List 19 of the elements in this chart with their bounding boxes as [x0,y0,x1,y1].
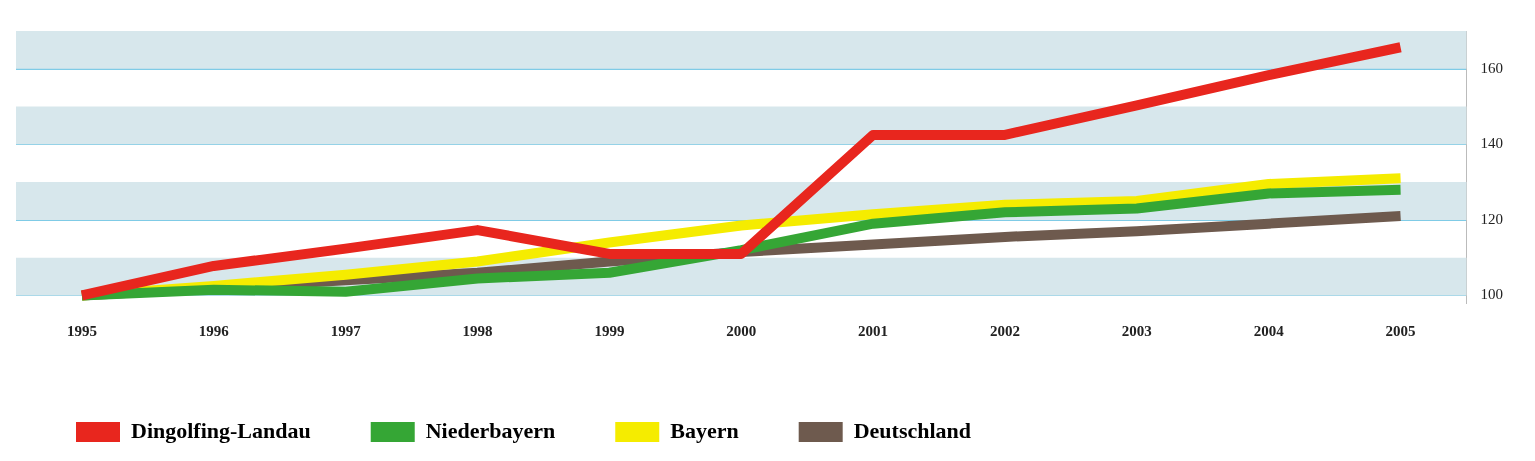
x-tick-label: 2005 [1385,322,1416,339]
x-tick-label: 1996 [198,322,230,339]
x-tick-label: 1995 [66,322,97,339]
x-tick-label: 1999 [594,322,625,339]
x-tick-label: 2004 [1253,322,1285,339]
x-tick-label: 2001 [858,322,889,339]
x-tick-label: 2003 [1121,322,1152,339]
y-tick-label: 140 [1480,135,1503,152]
y-tick-label: 100 [1480,286,1503,303]
legend-label: Dingolfing-Landau [131,417,311,443]
x-tick-label: 2000 [726,322,757,339]
y-tick-label: 120 [1480,210,1503,227]
legend-label: Niederbayern [425,417,556,443]
legend-label: Bayern [670,417,739,443]
x-tick-label: 2002 [989,322,1020,339]
legend-label: Deutschland [853,417,972,443]
y-tick-label: 160 [1480,59,1503,76]
x-tick-label: 1997 [330,322,362,339]
x-tick-label: 1998 [462,322,493,339]
